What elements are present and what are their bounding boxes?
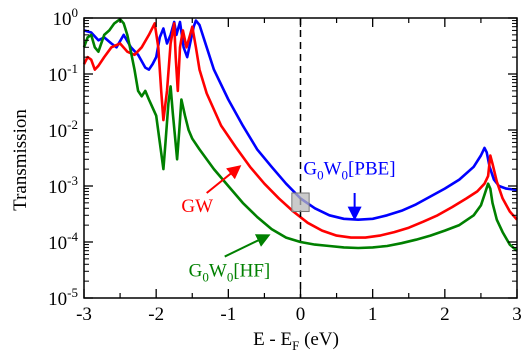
annotation-part-mid: W [209,261,227,282]
annotation-arrow-gw [206,165,242,194]
annotation-part-sub1: 0 [317,168,324,183]
annotation-part-sub2: 0 [342,168,349,183]
x-axis-label: E - EF (eV) [253,329,339,353]
y-tick-base: 10 [48,233,67,254]
x-tick-label: -2 [148,304,164,325]
y-tick-exponent: -1 [67,61,78,76]
y-tick-base: 10 [48,121,67,142]
x-tick-label: 2 [440,304,450,325]
series-line-0 [83,19,518,221]
x-tick-label: 3 [512,304,522,325]
annotation-part-tail: [HF] [233,261,270,282]
y-tick-label: 10-2 [48,117,78,142]
y-tick-label: 10-3 [48,173,78,198]
y-tick-base: 10 [53,9,72,30]
x-tick-label: 1 [368,304,378,325]
x-tick-label: -1 [220,304,236,325]
annotation-part-sub1: 0 [202,270,209,285]
y-tick-exponent: -5 [67,285,78,300]
series-line-1 [82,22,518,239]
x-tick-label: 0 [296,304,306,325]
y-tick-base: 10 [48,65,67,86]
y-tick-base: 10 [48,289,67,310]
annotation-label-hf: G0W0[HF] [189,261,271,285]
annotation-arrow-hf [224,234,271,258]
annotation-label-pbe: G0W0[PBE] [303,159,395,183]
annotation-label-gw: GW [181,196,213,217]
y-tick-exponent: -4 [67,229,78,244]
y-tick-exponent: -2 [67,117,78,132]
y-tick-base: 10 [48,177,67,198]
x-tick-label: -3 [76,304,92,325]
annotation-part-tail: [PBE] [348,159,396,180]
annotation-part-base: G [189,261,203,282]
y-tick-label: 10-1 [48,61,78,86]
annotation-part-base: G [303,159,317,180]
y-tick-label: 100 [53,5,79,30]
y-axis-label: Transmission [10,109,31,211]
y-tick-label: 10-4 [48,229,78,254]
y-tick-exponent: 0 [72,5,79,20]
annotation-part-mid: W [324,159,342,180]
y-tick-exponent: -3 [67,173,78,188]
series-line-2 [82,17,518,252]
highlight-box [291,192,310,213]
annotation-part-sub2: 0 [227,270,234,285]
y-tick-label: 10-5 [48,285,78,310]
